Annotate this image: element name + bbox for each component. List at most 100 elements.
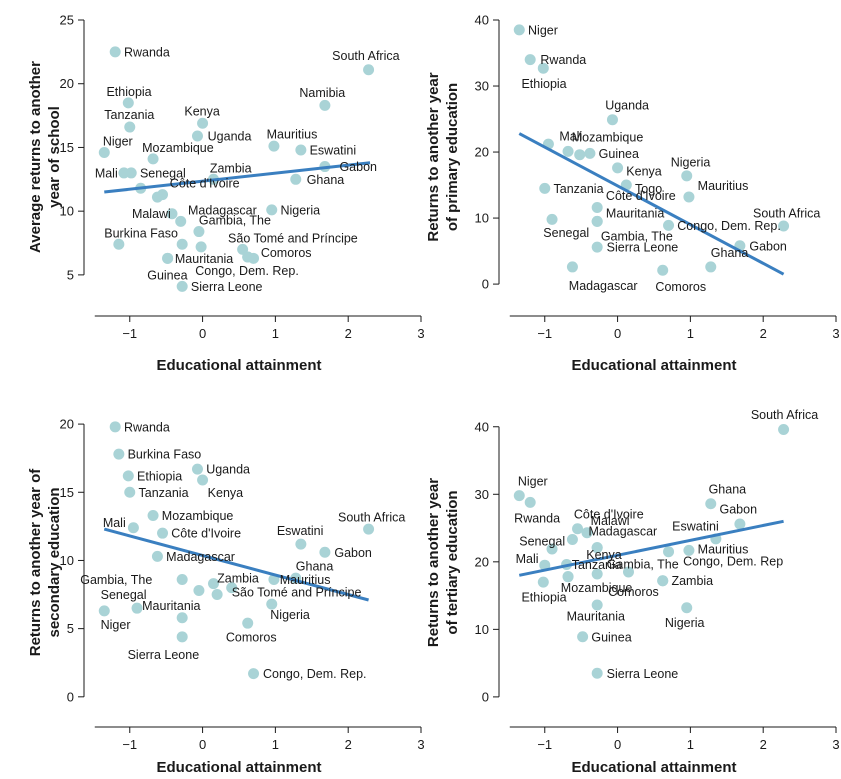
data-point-eswatini	[295, 144, 307, 156]
point-label-rwanda: Rwanda	[540, 53, 586, 67]
x-tick-label: 2	[345, 737, 352, 752]
data-point-congo-dem-rep	[663, 219, 675, 231]
y-tick-label: 10	[60, 204, 74, 219]
point-label-rwanda: Rwanda	[124, 45, 170, 59]
data-point	[195, 241, 207, 253]
data-point	[574, 149, 586, 161]
trend-line	[518, 519, 784, 577]
point-label-uganda: Uganda	[208, 129, 252, 143]
data-point-gambia-the	[176, 574, 188, 586]
point-label-nigeria: Nigeria	[671, 155, 711, 169]
point-label-uganda: Uganda	[605, 99, 649, 113]
data-point-tanzania	[124, 121, 136, 133]
data-point-sierra-leone	[591, 241, 603, 253]
point-label-zambia: Zambia	[217, 572, 259, 586]
point-label-nigeria: Nigeria	[270, 608, 310, 622]
y-axis-title: Returns to another year of primary educat…	[425, 72, 461, 241]
point-label-ghana: Ghana	[711, 246, 749, 260]
point-label-niger: Niger	[518, 474, 548, 488]
point-label-mauritius: Mauritius	[267, 128, 318, 142]
point-label-ghana: Ghana	[709, 482, 747, 496]
data-point-mozambique	[147, 153, 159, 165]
data-point-gabon	[734, 518, 746, 530]
x-axis-title: Educational attainment	[571, 759, 736, 776]
data-point-senegal	[125, 167, 137, 179]
point-label-ghana: Ghana	[307, 173, 345, 187]
data-point-mali	[539, 559, 551, 571]
point-label-guinea: Guinea	[591, 630, 631, 644]
y-tick-label: 40	[475, 419, 489, 434]
point-label-nigeria: Nigeria	[665, 616, 705, 630]
data-point-gambia-the	[622, 566, 634, 578]
y-axis-title-line: Average returns to another	[27, 61, 44, 253]
y-axis-title-line: of primary education	[444, 83, 461, 231]
data-point-senegal	[546, 543, 558, 555]
data-point-uganda	[191, 463, 203, 475]
point-label-kenya: Kenya	[184, 105, 219, 119]
data-point-nigeria	[681, 602, 693, 614]
point-label-gambia-the: Gambia, The	[601, 229, 673, 243]
y-tick-label: 0	[67, 689, 74, 704]
x-tick-label: −1	[537, 737, 552, 752]
x-tick-label: 2	[345, 326, 352, 341]
y-tick-label: 5	[67, 621, 74, 636]
x-axis-title: Educational attainment	[156, 759, 321, 776]
y-tick-label: 25	[60, 13, 74, 28]
data-point-rwanda	[524, 54, 536, 66]
data-point-mali	[127, 522, 139, 534]
y-axis-title-line: Returns to another year of	[27, 468, 44, 657]
point-label-eswatini: Eswatini	[672, 520, 719, 534]
data-point-tanzania	[539, 182, 551, 194]
point-label-comoros: Comoros	[655, 280, 706, 294]
data-point-niger	[513, 490, 525, 502]
data-point-mauritania	[176, 612, 188, 624]
x-tick-label: 0	[614, 326, 621, 341]
x-axis-title: Educational attainment	[571, 357, 736, 374]
point-label-niger: Niger	[103, 135, 133, 149]
point-label-kenya: Kenya	[586, 548, 621, 562]
point-label-ethiopia: Ethiopia	[106, 85, 151, 99]
point-label-malawi: Malawi	[591, 514, 630, 528]
point-label-tanzania: Tanzania	[572, 558, 622, 572]
point-label-comoros: Comoros	[226, 630, 277, 644]
point-label-mozambique: Mozambique	[561, 581, 633, 595]
x-tick-label: 0	[199, 326, 206, 341]
data-point-ghana	[290, 173, 302, 185]
point-label-sao-tome-and-principe: São Tomé and Príncipe	[232, 585, 362, 599]
data-point-uganda	[191, 130, 203, 142]
x-tick-label: 1	[687, 326, 694, 341]
point-label-comoros: Comoros	[261, 246, 312, 260]
point-label-senegal: Senegal	[101, 588, 147, 602]
data-point-mozambique	[147, 509, 159, 521]
y-tick-label: 0	[482, 277, 489, 292]
point-label-mali: Mali	[516, 552, 539, 566]
data-point-sierra-leone	[176, 631, 188, 643]
data-point-madagascar	[566, 261, 578, 273]
data-point-nigeria	[266, 598, 278, 610]
x-tick-label: 0	[614, 737, 621, 752]
data-point-niger	[513, 24, 525, 36]
data-point-kenya	[612, 162, 624, 174]
data-point-senegal	[131, 602, 143, 614]
data-point-eswatini	[295, 538, 307, 550]
data-point-madagascar	[175, 215, 187, 227]
point-label-mauritius: Mauritius	[698, 179, 749, 193]
y-axis-title-line: secondary education	[46, 487, 63, 637]
data-point-niger	[98, 147, 110, 159]
point-label-uganda: Uganda	[206, 463, 250, 477]
data-point-cote-d-ivoire	[572, 523, 584, 535]
x-tick-label: 0	[199, 737, 206, 752]
chart-panel-average-returns: 5 10 15 20 25 −1 0 1 2 3 Educational attainment Ave…	[27, 13, 425, 375]
point-label-eswatini: Eswatini	[310, 143, 357, 157]
data-point-south-africa	[778, 423, 790, 435]
point-label-madagascar: Madagascar	[588, 524, 657, 538]
data-point-nigeria	[681, 170, 693, 182]
data-point-ethiopia	[122, 97, 134, 109]
data-point-mauritius	[683, 191, 695, 203]
point-label-mauritania: Mauritania	[175, 252, 233, 266]
y-tick-label: 15	[60, 140, 74, 155]
point-label-gabon: Gabon	[334, 546, 372, 560]
y-tick-label: 20	[475, 554, 489, 569]
point-label-mauritius: Mauritius	[698, 542, 749, 556]
